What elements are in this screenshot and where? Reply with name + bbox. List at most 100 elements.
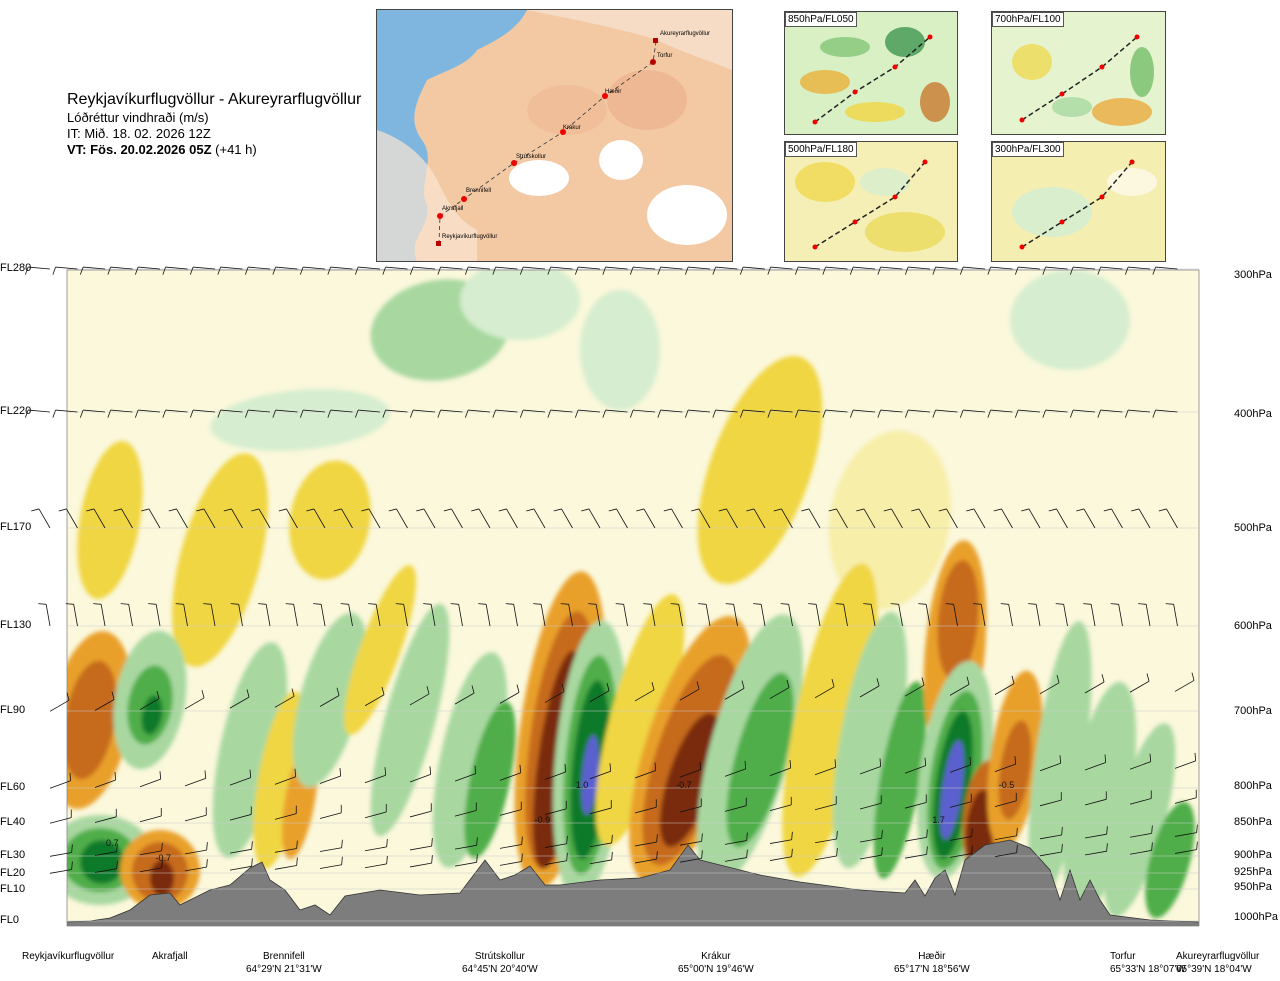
wind-barb-flag [1011, 675, 1015, 684]
wind-barb [994, 763, 1016, 772]
wind-barb-flag [767, 409, 771, 418]
wind-barb [781, 508, 793, 529]
wind-barb [623, 604, 628, 627]
wind-barb [1174, 760, 1196, 769]
wind-barb-flag [313, 603, 322, 605]
wind-barb [859, 802, 882, 810]
wind-barb [1001, 508, 1013, 529]
wind-barb [963, 266, 986, 270]
fl-label: FL20 [0, 867, 26, 879]
field-cell [580, 290, 660, 410]
wind-barb-flag [206, 842, 208, 851]
wind-barb [396, 508, 408, 529]
wind-barb [55, 266, 78, 270]
wind-barb [949, 853, 972, 858]
wind-barb [110, 409, 133, 413]
wind-barb-flag [712, 266, 716, 275]
wind-barb [908, 266, 931, 270]
wind-barb [385, 409, 408, 413]
wind-barb-flag [533, 603, 542, 605]
wind-barb-flag [134, 266, 139, 275]
wind-barb-flag [1106, 826, 1108, 835]
wind-barb-flag [1014, 409, 1019, 418]
wind-barb-flag [1151, 842, 1153, 851]
wind-barb-flag [831, 678, 835, 687]
wind-barb [1138, 508, 1151, 529]
wind-barb [679, 840, 702, 846]
wind-barb [319, 864, 342, 869]
wind-barb-flag [547, 409, 551, 418]
wind-barb [568, 604, 573, 627]
wind-barb-flag [382, 409, 386, 418]
wind-barb [1128, 409, 1151, 413]
wind-barb [1173, 604, 1178, 627]
wind-barb [578, 409, 601, 413]
wind-barb [319, 775, 341, 784]
wind-barb [724, 805, 747, 812]
field-cell [1063, 681, 1137, 919]
wind-barb [918, 508, 931, 529]
wind-barb [1073, 266, 1096, 270]
wind-barb [184, 697, 205, 710]
wind-barb [769, 856, 792, 861]
wind-barb [705, 604, 711, 627]
wind-barb [364, 863, 387, 869]
wind-barb-flag [471, 685, 475, 694]
wind-barb-flag [114, 771, 117, 781]
wind-barb-flag [1138, 603, 1147, 605]
panel-300-label: 300hPa/FL300 [992, 142, 1064, 157]
wind-barb-flag [932, 409, 936, 418]
wind-barb [1084, 850, 1107, 856]
wind-barb [990, 409, 1013, 413]
chart-title: Reykjavíkurflugvöllur - Akureyrarflugvöl… [67, 91, 362, 108]
wind-barb [994, 800, 1017, 807]
wind-barb-flag [162, 266, 166, 275]
wind-barb [825, 266, 848, 270]
wind-barb-flag [505, 603, 514, 605]
wind-barb-flag [306, 508, 315, 512]
wind-barb-flag [1042, 266, 1046, 275]
waypoint-akrafjall: Akrafjall [152, 951, 188, 962]
wind-barb [220, 409, 243, 413]
wind-barb-flag [608, 508, 617, 512]
wind-barb-flag [611, 834, 613, 843]
wind-barb-flag [836, 830, 838, 839]
wind-barb [229, 777, 251, 786]
wind-barb [258, 508, 271, 529]
wind-barb-flag [561, 683, 565, 692]
field-cell [873, 681, 927, 879]
fl-label: FL30 [0, 849, 26, 861]
wind-barb-flag [161, 859, 163, 868]
wind-barb [814, 838, 837, 844]
wind-barb-flag [881, 847, 883, 856]
wind-barb [1111, 508, 1123, 529]
wind-barb [904, 765, 926, 774]
wind-barb-flag [849, 266, 854, 275]
wind-barb-flag [1152, 266, 1156, 275]
wind-barb [814, 855, 837, 861]
wind-barb-flag [701, 833, 703, 842]
wind-barb [499, 772, 521, 781]
wind-barb-flag [1124, 266, 1129, 275]
wind-barb-flag [1069, 266, 1074, 275]
wind-barb [229, 814, 252, 821]
wind-barb-flag [609, 763, 612, 772]
wind-barb [550, 266, 573, 270]
wind-barb [544, 843, 567, 848]
map-label-torfur: Torfur [657, 53, 672, 59]
wind-barb [375, 604, 381, 627]
field-cell [432, 652, 508, 868]
wind-barb-flag [1191, 672, 1195, 681]
wind-barb-flag [299, 266, 304, 275]
wind-barb [616, 508, 628, 529]
wind-barb [836, 508, 848, 529]
wind-barb [660, 409, 683, 413]
wind-barb-flag [959, 266, 964, 275]
wind-barb [589, 807, 612, 815]
wind-barb [1155, 409, 1178, 413]
wind-barb-flag [1000, 603, 1009, 605]
wind-barb [946, 508, 958, 529]
wind-barb [815, 604, 821, 627]
wind-barb-flag [354, 409, 359, 418]
wind-barb [1008, 604, 1013, 627]
